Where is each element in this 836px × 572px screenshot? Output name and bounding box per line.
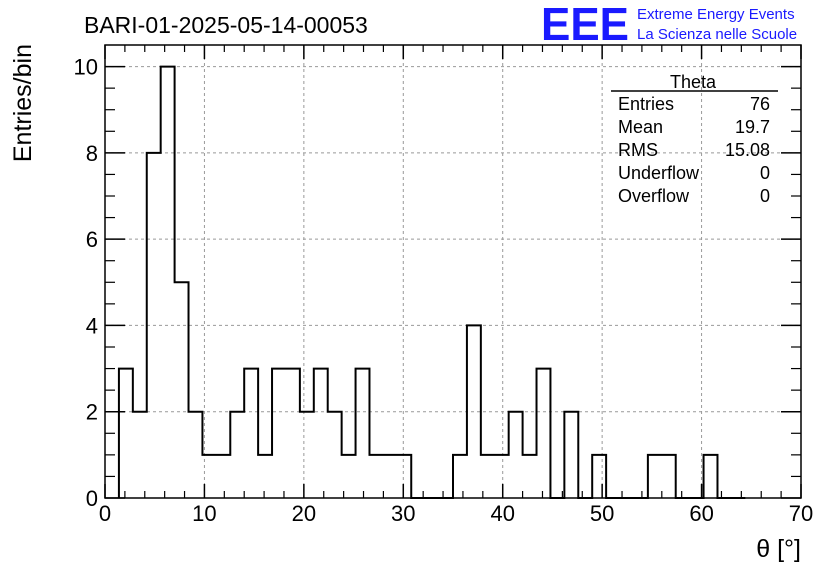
y-tick-label: 6 <box>86 227 98 252</box>
histogram-bin <box>397 455 411 498</box>
histogram-bin <box>509 412 523 498</box>
histogram-bin <box>133 412 147 498</box>
axis-ticks <box>104 45 802 499</box>
histogram-bin <box>286 369 300 498</box>
x-tick-label: 0 <box>99 501 111 526</box>
stats-box: Theta Entries 76 Mean 19.7 RMS 15.08 Und… <box>611 72 778 206</box>
x-tick-label: 20 <box>292 501 316 526</box>
stats-value: 19.7 <box>735 117 770 137</box>
histogram-bin <box>230 412 244 498</box>
histogram-bin <box>328 412 342 498</box>
histogram-bin <box>592 455 606 498</box>
x-tick-label: 50 <box>590 501 614 526</box>
histogram-bin <box>662 455 676 498</box>
y-tick-label: 0 <box>86 486 98 511</box>
org-name-line2: La Scienza nelle Scuole <box>637 26 797 43</box>
stats-title: Theta <box>670 72 717 92</box>
histogram-bin <box>272 369 286 498</box>
x-tick-label: 60 <box>689 501 713 526</box>
histogram-bin <box>564 412 578 498</box>
histogram-bin <box>704 455 718 498</box>
histogram-bin <box>369 455 383 498</box>
stats-label: Overflow <box>618 186 690 206</box>
histogram-bin <box>244 369 258 498</box>
histogram-bin <box>356 369 370 498</box>
stats-label: Underflow <box>618 163 700 183</box>
run-title: BARI-01-2025-05-14-00053 <box>84 12 368 38</box>
histogram-bin <box>383 455 397 498</box>
histogram-bin <box>119 369 133 498</box>
y-axis-title: Entries/bin <box>9 44 37 162</box>
histogram-bin <box>161 67 175 498</box>
y-tick-label: 4 <box>86 313 98 338</box>
stats-value: 15.08 <box>725 140 770 160</box>
stats-value: 0 <box>760 163 770 183</box>
stats-value: 0 <box>760 186 770 206</box>
y-tick-label: 2 <box>86 400 98 425</box>
x-tick-label: 40 <box>490 501 514 526</box>
x-tick-label: 70 <box>789 501 813 526</box>
histogram-bin <box>537 369 551 498</box>
eee-logo: EEE <box>541 0 629 50</box>
histogram-bin <box>258 455 272 498</box>
y-tick-label: 8 <box>86 141 98 166</box>
org-name-line1: Extreme Energy Events <box>637 6 795 23</box>
x-axis-title: θ [°] <box>756 535 801 563</box>
grid-lines <box>105 45 801 498</box>
x-tick-label: 10 <box>192 501 216 526</box>
histogram-bin <box>216 455 230 498</box>
y-tick-label: 10 <box>74 55 98 80</box>
stats-label: RMS <box>618 140 658 160</box>
histogram-bin <box>300 412 314 498</box>
histogram-bin <box>495 455 509 498</box>
histogram-bin <box>175 282 189 498</box>
stats-value: 76 <box>750 94 770 114</box>
x-tick-label: 30 <box>391 501 415 526</box>
histogram-bin <box>314 369 328 498</box>
stats-label: Entries <box>618 94 674 114</box>
histogram-bin <box>523 455 537 498</box>
stats-label: Mean <box>618 117 663 137</box>
histogram-bin <box>189 412 203 498</box>
tick-labels: 0 10 20 30 40 50 60 70 0 2 4 6 8 10 <box>74 55 814 526</box>
histogram-bin <box>648 455 662 498</box>
plot-frame <box>104 44 802 499</box>
histogram-bin <box>453 455 467 498</box>
